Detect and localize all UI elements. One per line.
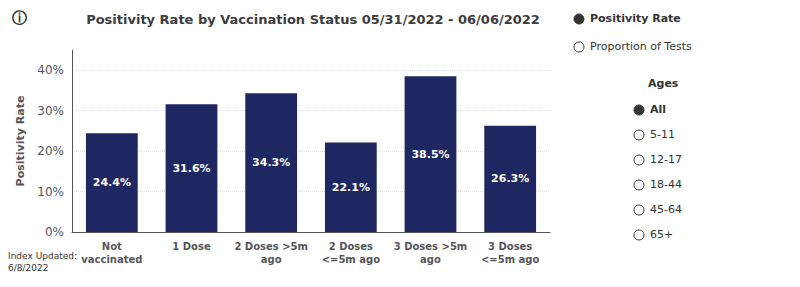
svg-text:Positivity Rate by Vaccination: Positivity Rate by Vaccination Status 05… <box>86 12 540 27</box>
svg-text:ago: ago <box>420 254 441 265</box>
svg-text:40%: 40% <box>37 63 64 77</box>
svg-text:Not: Not <box>102 241 122 252</box>
svg-text:<=5m ago: <=5m ago <box>322 254 381 265</box>
svg-text:18-44: 18-44 <box>650 178 682 191</box>
svg-text:Ages: Ages <box>648 77 679 90</box>
svg-text:38.5%: 38.5% <box>411 148 449 161</box>
svg-text:vaccinated: vaccinated <box>81 254 142 265</box>
svg-text:34.3%: 34.3% <box>252 156 290 169</box>
svg-text:0%: 0% <box>45 225 64 239</box>
svg-text:20%: 20% <box>37 144 64 158</box>
svg-text:30%: 30% <box>37 104 64 118</box>
svg-text:12-17: 12-17 <box>650 153 682 166</box>
svg-text:2 Doses >5m: 2 Doses >5m <box>234 241 308 252</box>
svg-text:All: All <box>650 103 666 116</box>
svg-text:31.6%: 31.6% <box>172 162 210 175</box>
svg-text:26.3%: 26.3% <box>491 172 529 185</box>
svg-text:Index Updated:: Index Updated: <box>8 251 77 261</box>
svg-text:6/8/2022: 6/8/2022 <box>8 263 48 273</box>
svg-text:2 Doses: 2 Doses <box>329 241 373 252</box>
svg-text:10%: 10% <box>37 185 64 199</box>
svg-text:ⓘ: ⓘ <box>12 9 27 27</box>
svg-text:Positivity Rate: Positivity Rate <box>590 12 681 25</box>
svg-text:ago: ago <box>261 254 282 265</box>
svg-text:24.4%: 24.4% <box>93 176 131 189</box>
svg-text:Proportion of Tests: Proportion of Tests <box>590 40 692 53</box>
svg-text:3 Doses >5m: 3 Doses >5m <box>394 241 468 252</box>
svg-text:Positivity Rate: Positivity Rate <box>14 96 27 187</box>
svg-text:3 Doses: 3 Doses <box>488 241 532 252</box>
svg-text:22.1%: 22.1% <box>332 181 370 194</box>
svg-text:5-11: 5-11 <box>650 128 675 141</box>
svg-text:<=5m ago: <=5m ago <box>481 254 540 265</box>
svg-text:1 Dose: 1 Dose <box>172 241 211 252</box>
svg-text:65+: 65+ <box>650 228 673 241</box>
svg-text:45-64: 45-64 <box>650 203 682 216</box>
